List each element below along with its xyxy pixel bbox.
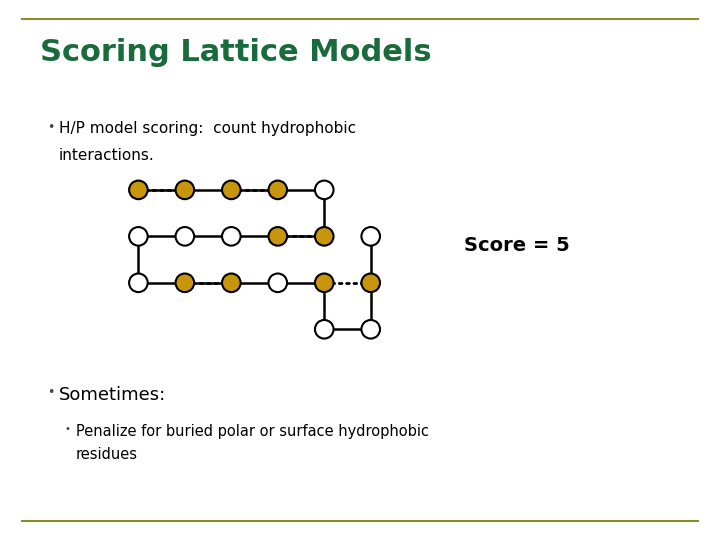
Circle shape [361, 274, 380, 292]
Circle shape [222, 227, 240, 246]
Circle shape [269, 274, 287, 292]
Circle shape [315, 227, 333, 246]
Text: •: • [47, 386, 54, 399]
Circle shape [315, 274, 333, 292]
Circle shape [361, 227, 380, 246]
Text: H/P model scoring:  count hydrophobic: H/P model scoring: count hydrophobic [59, 122, 356, 137]
Text: •: • [65, 424, 71, 434]
Circle shape [129, 180, 148, 199]
Text: Penalize for buried polar or surface hydrophobic: Penalize for buried polar or surface hyd… [76, 424, 428, 439]
Text: Scoring Lattice Models: Scoring Lattice Models [40, 38, 431, 67]
Circle shape [176, 274, 194, 292]
Circle shape [222, 274, 240, 292]
Text: •: • [47, 122, 54, 134]
Circle shape [269, 180, 287, 199]
Text: Score = 5: Score = 5 [464, 236, 570, 255]
Circle shape [361, 320, 380, 339]
Circle shape [315, 320, 333, 339]
Circle shape [222, 180, 240, 199]
Circle shape [129, 274, 148, 292]
Circle shape [176, 180, 194, 199]
Circle shape [269, 227, 287, 246]
Text: interactions.: interactions. [59, 148, 155, 163]
Circle shape [315, 180, 333, 199]
Circle shape [176, 227, 194, 246]
Text: Sometimes:: Sometimes: [59, 386, 166, 404]
Circle shape [129, 227, 148, 246]
Text: residues: residues [76, 447, 138, 462]
